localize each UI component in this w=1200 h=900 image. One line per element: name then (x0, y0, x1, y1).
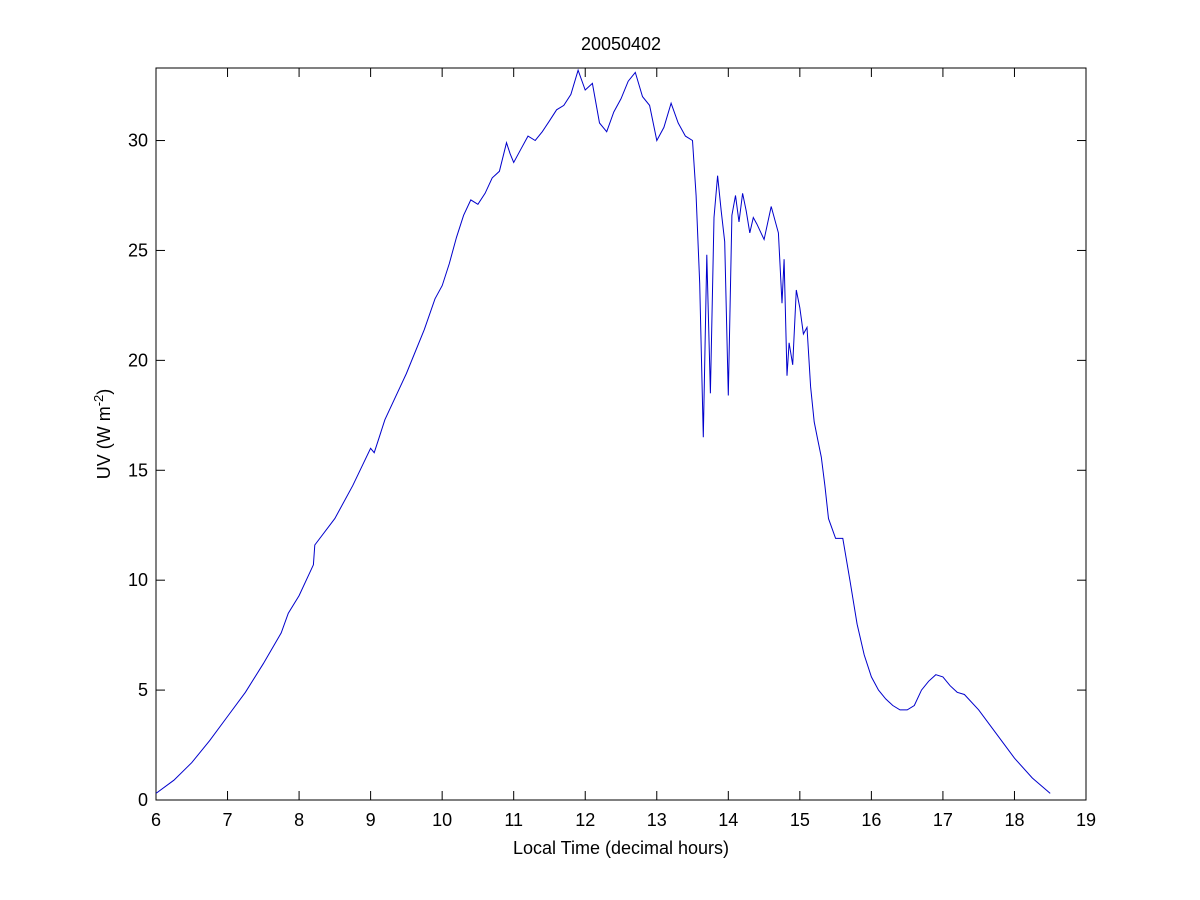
y-axis-label-superscript: -2 (91, 395, 106, 407)
x-tick-label: 8 (294, 810, 304, 830)
y-tick-label: 30 (128, 131, 148, 151)
x-axis-ticks: 6 7 8 9 10 11 12 13 14 15 16 17 18 19 (151, 68, 1096, 830)
x-tick-label: 16 (861, 810, 881, 830)
y-axis-ticks: 0 5 10 15 20 25 30 (128, 131, 1086, 810)
y-axis-label-close: ) (94, 389, 114, 395)
y-tick-label: 5 (138, 680, 148, 700)
y-tick-label: 10 (128, 570, 148, 590)
y-tick-label: 15 (128, 460, 148, 480)
x-tick-label: 10 (432, 810, 452, 830)
plot-area (155, 67, 1087, 801)
x-tick-label: 12 (575, 810, 595, 830)
x-axis-label: Local Time (decimal hours) (513, 838, 729, 858)
x-tick-label: 15 (790, 810, 810, 830)
y-tick-label: 25 (128, 240, 148, 260)
chart-title: 20050402 (581, 34, 661, 54)
y-tick-label: 0 (138, 790, 148, 810)
y-axis-label-main: UV (W m (94, 406, 114, 479)
y-tick-label: 20 (128, 350, 148, 370)
x-tick-label: 19 (1076, 810, 1096, 830)
x-tick-label: 11 (504, 810, 523, 830)
x-tick-label: 13 (647, 810, 667, 830)
x-tick-label: 14 (718, 810, 738, 830)
x-tick-label: 7 (223, 810, 233, 830)
x-tick-label: 18 (1004, 810, 1024, 830)
x-tick-label: 17 (933, 810, 953, 830)
y-axis-label: UV (W m-2) (91, 389, 114, 480)
uv-series-line (155, 68, 1051, 794)
x-tick-label: 6 (151, 810, 161, 830)
x-tick-label: 9 (366, 810, 376, 830)
